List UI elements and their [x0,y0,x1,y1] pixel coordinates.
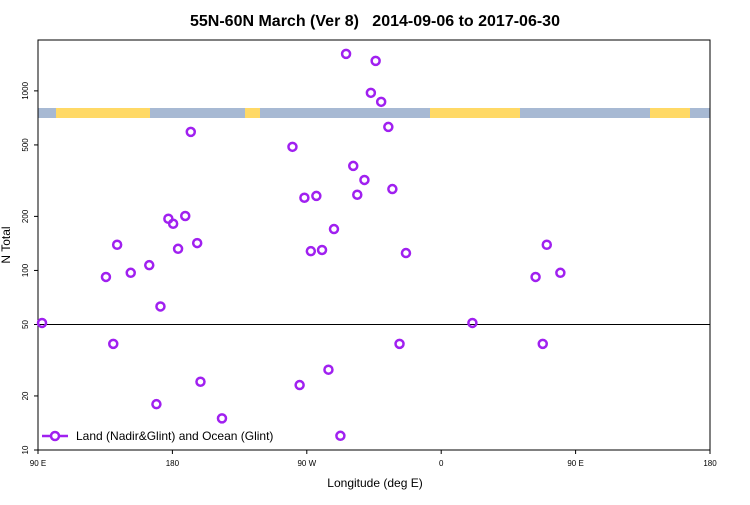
y-axis-label: N Total [0,226,13,263]
point [100,271,112,283]
point [383,121,394,133]
chart-title: 55N-60N March (Ver 8) 2014-09-06 to 2017… [190,13,560,30]
x-tick-label: 180 [166,459,180,468]
point [179,210,191,222]
point [216,413,228,424]
plot-frame [37,39,711,451]
y-tick-label: 50 [21,319,30,328]
point [365,87,377,99]
y-tick-label: 200 [21,209,30,223]
point [305,245,317,257]
map-ocean [150,108,245,118]
point [108,338,119,350]
point [400,247,412,259]
legend-label: Land (Nadir&Glint) and Ocean (Glint) [76,429,273,443]
x-tick-label: 90 W [297,459,316,468]
point [299,192,310,203]
map-ocean [38,108,56,118]
point [328,223,340,235]
point [359,174,370,186]
point [394,338,405,350]
point [111,239,123,251]
point [352,189,363,200]
point [167,218,179,229]
point [36,317,48,329]
x-tick-label: 90 E [567,459,583,468]
y-tick-label: 500 [21,138,30,152]
map-strip [38,108,710,118]
point [144,259,155,271]
point [172,243,184,255]
point [541,239,553,251]
legend-marker [49,430,61,442]
point [370,55,381,67]
x-tick-label: 0 [439,459,444,468]
point [125,267,136,279]
point [347,160,359,172]
point [335,430,346,442]
map-ocean [520,108,650,118]
x-axis-label: Longitude (deg E) [327,476,422,490]
point [195,376,206,387]
map-ocean [690,108,710,118]
point [311,190,322,202]
point [323,364,334,375]
point [287,141,298,153]
point [151,398,162,410]
map-ocean [260,108,430,118]
point [375,96,387,108]
point [530,271,541,283]
y-tick-label: 20 [21,391,30,400]
x-tick-label: 90 E [30,459,46,468]
point [191,237,203,249]
point [185,126,197,138]
point [294,379,305,391]
point [155,301,166,312]
point [316,244,328,256]
point [387,183,398,195]
point [467,317,478,329]
y-tick-label: 1000 [21,81,30,99]
point [537,338,548,350]
y-tick-label: 10 [21,445,30,454]
point [340,48,352,60]
y-tick-label: 100 [21,263,30,277]
point [555,267,566,279]
x-tick-label: 180 [703,459,717,468]
